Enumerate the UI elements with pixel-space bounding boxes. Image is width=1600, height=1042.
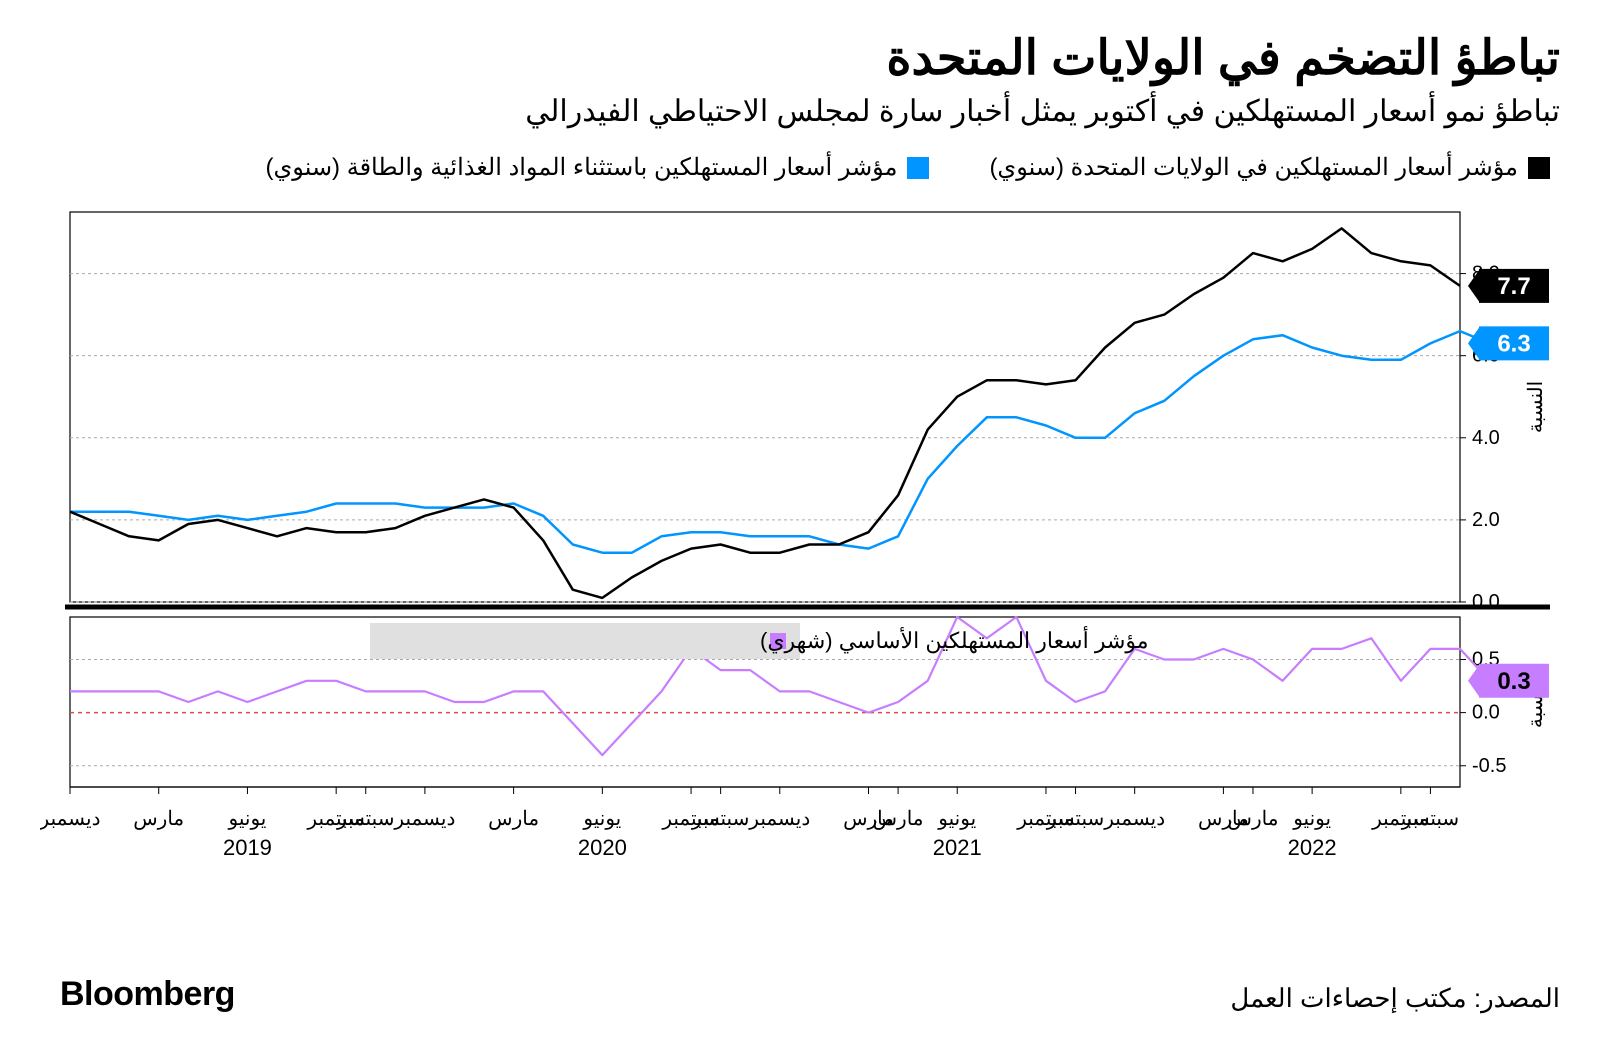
branding-label: Bloomberg — [60, 975, 235, 1014]
svg-text:مارس: مارس — [488, 808, 539, 830]
legend-label-core: مؤشر أسعار المستهلكين باستثناء المواد ال… — [266, 153, 898, 182]
svg-text:ديسمبر: ديسمبر — [40, 808, 100, 830]
source-label: المصدر: مكتب إحصاءات العمل — [1230, 983, 1560, 1014]
svg-text:7.7: 7.7 — [1497, 273, 1530, 300]
svg-text:2021: 2021 — [933, 835, 982, 860]
legend-item-cpi: مؤشر أسعار المستهلكين في الولايات المتحد… — [989, 153, 1550, 182]
svg-text:سبتمبر: سبتمبر — [691, 808, 749, 830]
svg-text:2019: 2019 — [223, 835, 272, 860]
svg-text:سبتمبر: سبتمبر — [1401, 808, 1459, 830]
svg-text:يونيو: يونيو — [937, 808, 976, 830]
svg-text:2.0: 2.0 — [1472, 509, 1500, 531]
legend-label-cpi: مؤشر أسعار المستهلكين في الولايات المتحد… — [989, 153, 1518, 182]
chart-subtitle: تباطؤ نمو أسعار المستهلكين في أكتوبر يمث… — [40, 94, 1560, 129]
svg-text:سبتمبر: سبتمبر — [336, 808, 394, 830]
chart-title: تباطؤ التضخم في الولايات المتحدة — [40, 30, 1560, 86]
legend-swatch-core — [907, 157, 929, 179]
svg-text:مؤشر أسعار المستهلكين الأساسي: مؤشر أسعار المستهلكين الأساسي (شهري) — [760, 625, 1149, 654]
legend-swatch-cpi — [1528, 157, 1550, 179]
svg-text:2022: 2022 — [1288, 835, 1337, 860]
svg-text:-0.5: -0.5 — [1472, 755, 1506, 777]
svg-text:يونيو: يونيو — [228, 808, 267, 830]
svg-text:6.3: 6.3 — [1497, 330, 1530, 357]
svg-text:0.0: 0.0 — [1472, 591, 1500, 613]
svg-text:مارس: مارس — [873, 808, 924, 830]
svg-text:مارس: مارس — [1228, 808, 1279, 830]
svg-text:0.0: 0.0 — [1472, 702, 1500, 724]
svg-text:ديسمبر: ديسمبر — [393, 808, 455, 830]
svg-text:4.0: 4.0 — [1472, 427, 1500, 449]
chart-area: 0.02.04.06.08.0النسبة7.76.3-0.50.00.5الن… — [40, 202, 1560, 887]
svg-text:سبتمبر: سبتمبر — [1046, 808, 1104, 830]
svg-text:0.3: 0.3 — [1497, 668, 1530, 695]
svg-text:يونيو: يونيو — [1292, 808, 1331, 830]
svg-text:يونيو: يونيو — [582, 808, 621, 830]
legend-item-core: مؤشر أسعار المستهلكين باستثناء المواد ال… — [266, 153, 930, 182]
legend-top: مؤشر أسعار المستهلكين في الولايات المتحد… — [40, 153, 1560, 182]
svg-text:مارس: مارس — [133, 808, 184, 830]
svg-text:2020: 2020 — [578, 835, 627, 860]
svg-text:ديسمبر: ديسمبر — [748, 808, 810, 830]
chart-svg: 0.02.04.06.08.0النسبة7.76.3-0.50.00.5الن… — [40, 202, 1560, 882]
svg-text:ديسمبر: ديسمبر — [1103, 808, 1165, 830]
svg-text:النسبة: النسبة — [1525, 381, 1547, 433]
